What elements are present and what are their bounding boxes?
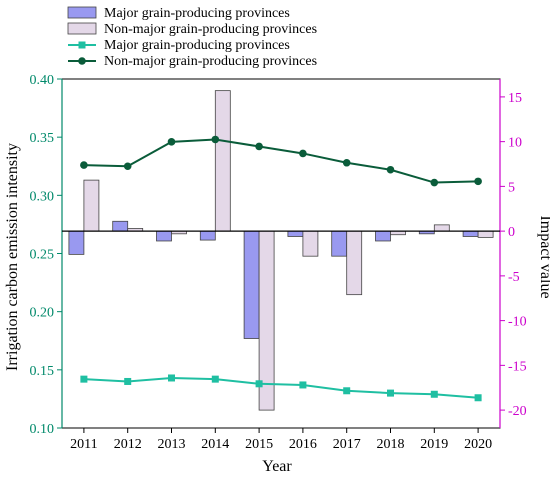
left-axis-tick-label: 0.30 xyxy=(30,189,55,204)
point-major xyxy=(124,377,132,385)
bar-non-major xyxy=(214,90,231,232)
point-non-major xyxy=(430,178,439,187)
legend-swatch xyxy=(67,6,97,19)
right-axis-tick-label: 0 xyxy=(508,225,515,240)
bar-major xyxy=(68,230,85,255)
right-axis-tick-label: -5 xyxy=(508,270,520,285)
legend-label: Non-major grain-producing provinces xyxy=(104,54,317,69)
point-major xyxy=(168,374,175,382)
bar-major xyxy=(287,230,304,237)
right-axis-tick-label: -20 xyxy=(508,404,527,419)
right-axis-tick-label: 10 xyxy=(508,136,522,151)
bar-non-major xyxy=(302,230,319,257)
line-major xyxy=(83,376,479,399)
bar-major xyxy=(112,220,129,232)
point-major xyxy=(430,390,438,398)
x-axis-tick-label: 2020 xyxy=(464,437,492,452)
x-axis-title: Year xyxy=(262,458,292,475)
legend-marker xyxy=(78,41,86,49)
left-axis-tick-label: 0.20 xyxy=(30,306,55,321)
bar-major xyxy=(375,230,391,242)
x-axis-tick-label: 2015 xyxy=(245,437,273,452)
point-major xyxy=(299,381,307,389)
legend-label: Non-major grain-producing provinces xyxy=(104,22,317,37)
left-axis-title: Irrigation carbon emission intensity xyxy=(4,143,21,371)
bar-major xyxy=(331,230,348,257)
point-non-major xyxy=(211,135,220,144)
right-axis-tick-label: 5 xyxy=(508,180,515,195)
bar-non-major xyxy=(477,230,494,238)
point-non-major xyxy=(123,162,132,171)
plot-frame xyxy=(61,78,501,429)
bar-non-major xyxy=(346,230,363,296)
point-major xyxy=(387,389,394,397)
point-major xyxy=(211,375,219,383)
x-axis-tick-label: 2019 xyxy=(420,437,448,452)
point-major xyxy=(255,380,263,388)
x-axis-tick-label: 2018 xyxy=(377,437,405,452)
bar-major xyxy=(243,230,260,339)
bar-major xyxy=(156,230,172,242)
x-axis-tick-label: 2013 xyxy=(158,437,186,452)
point-non-major xyxy=(474,177,482,186)
point-non-major xyxy=(80,161,88,169)
right-axis-tick-label: -10 xyxy=(508,315,527,330)
line-non-major xyxy=(83,138,479,184)
point-non-major xyxy=(342,158,351,167)
legend-label: Major grain-producing provinces xyxy=(104,6,290,21)
bar-non-major xyxy=(433,224,450,232)
left-axis-tick-label: 0.10 xyxy=(30,422,55,437)
x-axis-tick-label: 2014 xyxy=(201,437,229,452)
bar-major xyxy=(199,230,216,241)
right-axis-tick-label: -15 xyxy=(508,359,527,374)
right-axis-title: Impact value xyxy=(537,215,550,298)
left-axis-tick-label: 0.25 xyxy=(30,248,55,263)
x-axis-tick-label: 2012 xyxy=(114,437,142,452)
left-axis-tick-label: 0.15 xyxy=(30,364,55,379)
point-non-major xyxy=(299,149,307,158)
right-axis-tick-label: 15 xyxy=(508,91,522,106)
point-non-major xyxy=(386,165,395,174)
left-axis-tick-label: 0.35 xyxy=(30,131,55,146)
bar-major xyxy=(462,230,479,237)
x-axis-tick-label: 2017 xyxy=(333,437,361,452)
point-major xyxy=(474,394,482,402)
legend-marker xyxy=(78,57,86,65)
left-axis-tick-label: 0.40 xyxy=(30,73,55,88)
legend-swatch xyxy=(67,22,97,35)
point-non-major xyxy=(255,142,263,151)
point-major xyxy=(80,375,88,383)
x-axis-tick-label: 2016 xyxy=(289,437,317,452)
point-major xyxy=(343,387,351,395)
legend-label: Major grain-producing provinces xyxy=(104,38,290,53)
x-axis-tick-label: 2011 xyxy=(70,437,97,452)
bar-non-major xyxy=(83,179,100,232)
point-non-major xyxy=(167,138,176,146)
